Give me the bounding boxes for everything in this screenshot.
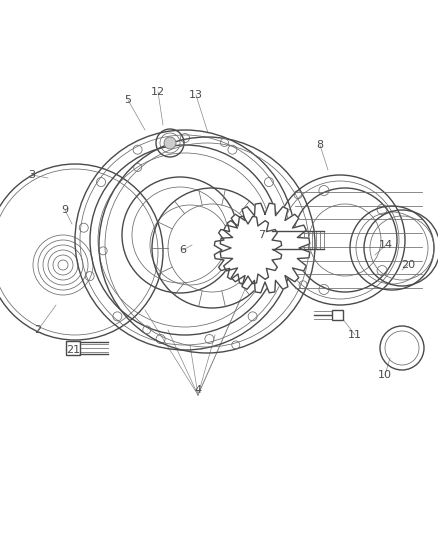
Text: 12: 12 <box>151 87 165 97</box>
Text: 14: 14 <box>379 240 393 250</box>
Text: 10: 10 <box>378 370 392 380</box>
Text: 20: 20 <box>401 260 415 270</box>
Bar <box>66 341 80 355</box>
Text: 21: 21 <box>66 345 80 355</box>
Text: 6: 6 <box>180 245 187 255</box>
Text: 7: 7 <box>258 230 265 240</box>
Text: 5: 5 <box>124 95 131 105</box>
Text: 2: 2 <box>35 325 42 335</box>
Text: 3: 3 <box>28 170 35 180</box>
Polygon shape <box>214 216 282 284</box>
Bar <box>332 310 343 320</box>
Text: 4: 4 <box>194 385 201 395</box>
Text: 13: 13 <box>189 90 203 100</box>
Circle shape <box>164 137 176 149</box>
Polygon shape <box>220 203 310 293</box>
Text: 8: 8 <box>316 140 324 150</box>
Text: 9: 9 <box>61 205 69 215</box>
Text: 11: 11 <box>348 330 362 340</box>
